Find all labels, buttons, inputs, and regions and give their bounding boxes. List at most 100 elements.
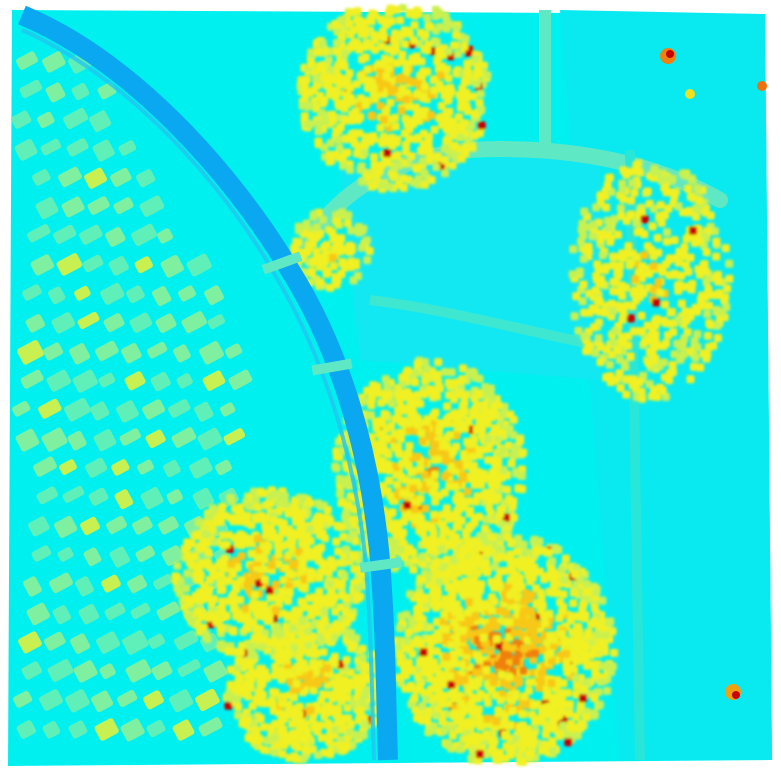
canopy-cell: [684, 267, 693, 276]
canopy-cell: [363, 686, 371, 695]
canopy-cell: [185, 612, 194, 621]
house-block: [104, 602, 126, 621]
canopy-cell: [725, 274, 734, 283]
canopy-cell: [434, 455, 443, 464]
canopy-cell: [471, 681, 480, 690]
canopy-cell: [571, 570, 580, 578]
canopy-cell: [384, 64, 393, 73]
canopy-cell: [686, 312, 695, 321]
canopy-cell: [569, 599, 578, 608]
canopy-cell: [279, 692, 288, 701]
canopy-cell: [278, 609, 287, 618]
canopy-cell: [314, 127, 323, 136]
canopy-cell: [470, 514, 479, 522]
house-block: [22, 284, 42, 301]
canopy-cell: [335, 240, 344, 248]
peak-ne-core: [666, 50, 674, 58]
canopy-cell: [636, 268, 645, 277]
canopy-cell: [557, 565, 566, 574]
canopy-cell: [376, 123, 385, 132]
canopy-cell: [517, 582, 526, 591]
house-block: [198, 717, 223, 737]
canopy-cell: [359, 731, 368, 740]
canopy-cell: [631, 384, 640, 393]
canopy-cell: [502, 643, 511, 652]
canopy-cell: [338, 59, 347, 68]
canopy-cell: [355, 45, 364, 54]
canopy-cell: [322, 81, 331, 90]
canopy-cell: [569, 245, 578, 254]
canopy-cell: [421, 358, 429, 367]
canopy-cell: [569, 588, 578, 597]
canopy-cell: [598, 279, 607, 288]
canopy-cell: [591, 286, 600, 295]
canopy-cell: [452, 431, 461, 440]
canopy-cell: [471, 604, 480, 612]
house-block: [106, 515, 127, 534]
canopy-cell: [435, 22, 444, 31]
canopy-cell: [314, 751, 322, 759]
canopy-cell: [195, 588, 204, 597]
canopy-cell: [290, 643, 299, 652]
house-block: [100, 282, 125, 305]
canopy-cell: [430, 537, 439, 546]
canopy-cell: [628, 179, 637, 188]
canopy-cell: [538, 601, 547, 610]
canopy-cell: [282, 648, 291, 657]
house-block: [124, 371, 146, 391]
canopy-cell: [460, 42, 469, 51]
canopy-cell: [407, 513, 416, 522]
canopy-cell: [497, 689, 506, 698]
canopy-cell: [590, 617, 599, 626]
canopy-cell: [344, 714, 353, 723]
canopy-cell: [440, 488, 449, 497]
canopy-cell: [648, 222, 657, 231]
canopy-cell: [457, 98, 466, 107]
canopy-cell: [490, 597, 499, 606]
canopy-cell: [383, 158, 392, 167]
canopy-cell: [520, 644, 529, 653]
canopy-cell: [416, 682, 425, 691]
canopy-cell: [440, 156, 449, 165]
canopy-cell: [345, 728, 354, 737]
canopy-cell: [338, 259, 347, 268]
house-block: [132, 516, 153, 535]
house-block: [146, 719, 166, 738]
house-block: [40, 138, 62, 156]
canopy-cell: [419, 157, 428, 166]
canopy-cell: [594, 687, 603, 696]
canopy-cell: [181, 584, 190, 593]
canopy-cell: [476, 723, 485, 731]
canopy-cell: [636, 327, 645, 336]
canopy-cell: [548, 557, 557, 566]
canopy-cell: [285, 589, 294, 597]
canopy-cell: [320, 712, 329, 721]
canopy-cell: [437, 545, 446, 554]
canopy-cell: [272, 535, 281, 544]
canopy-cell: [256, 685, 264, 694]
canopy-cell: [649, 262, 658, 271]
house-block: [96, 631, 121, 654]
canopy-cell: [638, 394, 647, 403]
canopy-cell: [417, 553, 426, 562]
canopy-cell: [224, 701, 233, 710]
canopy-cell: [360, 396, 369, 405]
house-block: [35, 197, 59, 220]
canopy-cell: [397, 73, 405, 82]
canopy-cell: [405, 645, 414, 654]
canopy-cell: [704, 331, 712, 340]
canopy-cell: [494, 756, 502, 764]
canopy-cell: [242, 624, 251, 633]
canopy-cell: [337, 499, 346, 507]
house-block: [114, 489, 134, 510]
canopy-cell: [630, 188, 639, 197]
house-block: [44, 631, 66, 651]
canopy-cell: [329, 234, 338, 243]
canopy-cell: [334, 135, 343, 144]
canopy-cell: [514, 484, 523, 493]
canopy-cell: [271, 489, 280, 498]
canopy-cell: [508, 707, 517, 715]
canopy-cell: [657, 218, 666, 227]
canopy-cell: [572, 712, 581, 721]
canopy-cell: [415, 622, 424, 631]
